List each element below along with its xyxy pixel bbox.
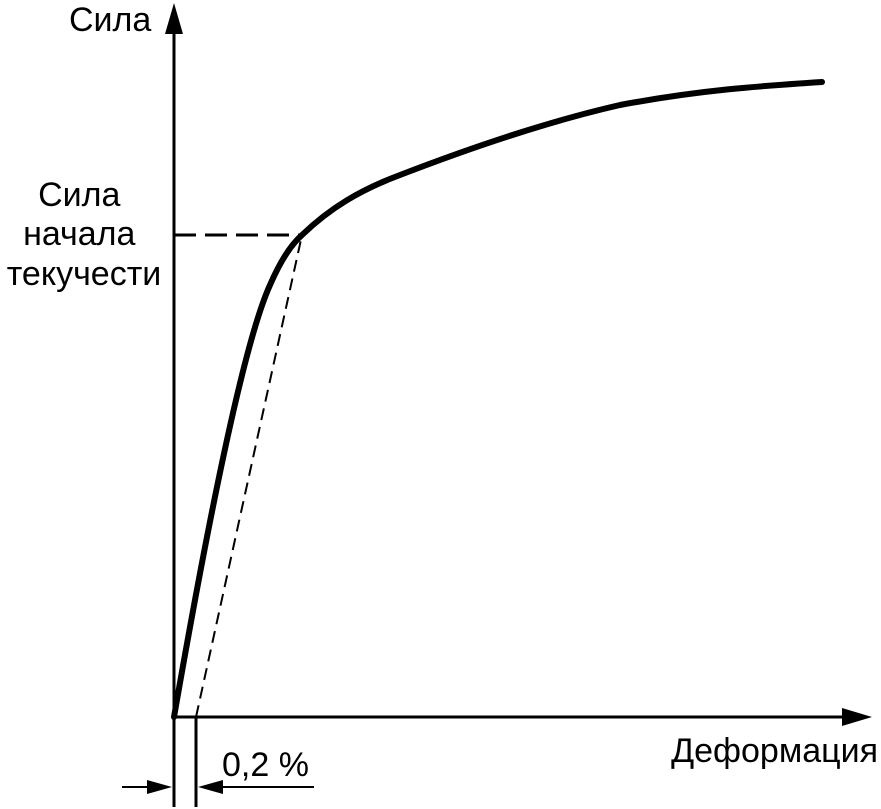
yield-strength-label-line-1: Сила bbox=[38, 176, 120, 214]
x-axis-label: Деформация bbox=[671, 732, 878, 770]
yield-strength-label-line-3: текучести bbox=[7, 255, 162, 293]
yield-strength-label-line-2: начала bbox=[23, 215, 135, 253]
yield-strength-label: Сила начала текучести bbox=[7, 176, 162, 293]
dimension-arrow-left bbox=[147, 780, 172, 794]
offset-dashed-line bbox=[195, 234, 303, 718]
force-deformation-curve bbox=[171, 79, 825, 720]
y-axis-label: Сила bbox=[69, 1, 151, 39]
dimension-arrow-right bbox=[198, 780, 223, 794]
x-axis-arrow bbox=[842, 708, 872, 726]
offset-label: 0,2 % bbox=[222, 746, 309, 784]
y-axis-arrow bbox=[165, 3, 183, 34]
